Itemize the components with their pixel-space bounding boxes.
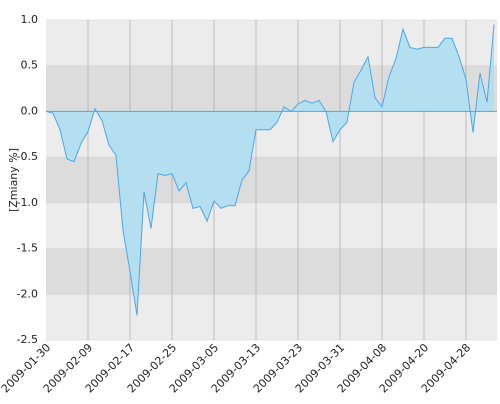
y-tick-label: -1.5 [17,242,38,255]
area [46,24,494,316]
y-tick-label: 0.0 [21,104,39,117]
y-tick-label: 1.0 [21,13,39,26]
y-axis-label: [Zmiany %] [7,148,20,212]
line [45,24,495,316]
y-tick-label: -2.0 [17,287,38,300]
y-tick-label: -1.0 [17,196,38,209]
grid-band [46,294,497,340]
y-tick-label: -2.5 [17,333,38,346]
grid-band [46,202,497,249]
grid-band [46,157,497,203]
y-tick-label: 0.5 [21,59,39,72]
grid-band [46,248,497,295]
y-tick-label: -0.5 [17,150,38,163]
